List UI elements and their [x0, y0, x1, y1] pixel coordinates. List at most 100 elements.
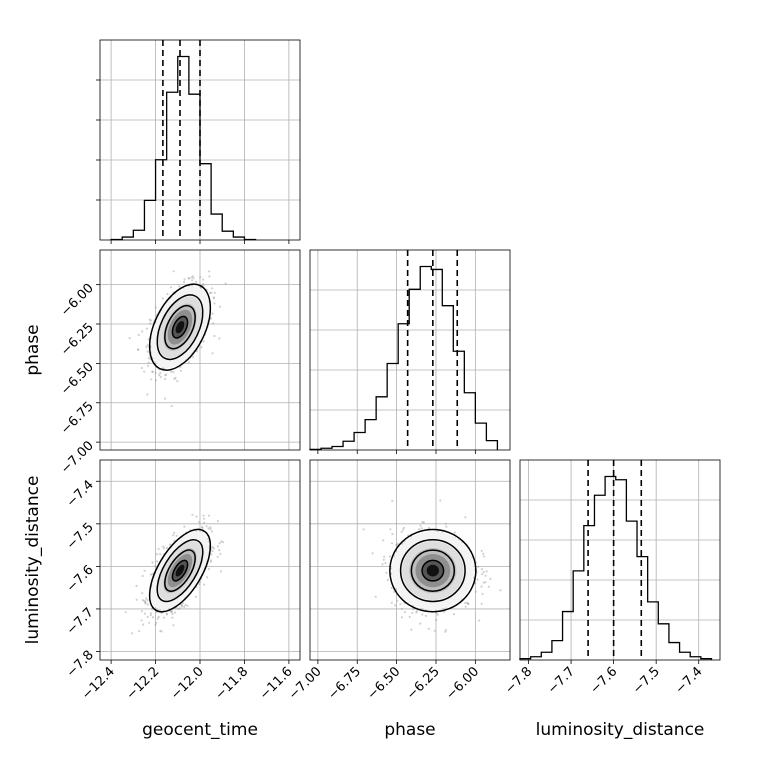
scatter-point: [147, 357, 150, 360]
scatter-point: [383, 555, 386, 558]
scatter-point: [141, 592, 144, 595]
scatter-point: [172, 534, 175, 537]
scatter-point: [150, 612, 153, 615]
scatter-point: [187, 361, 190, 364]
scatter-point: [149, 573, 152, 576]
scatter-point: [203, 517, 206, 520]
scatter-point: [191, 275, 194, 278]
scatter-point: [190, 276, 193, 279]
x-tick-label: −6.75: [325, 664, 364, 703]
scatter-point: [154, 379, 158, 382]
scatter-point: [191, 355, 195, 358]
scatter-point: [391, 532, 394, 536]
scatter-point: [481, 573, 484, 576]
scatter-point: [419, 622, 422, 625]
scatter-point: [135, 598, 138, 601]
contour-line: [148, 283, 212, 371]
scatter-point: [218, 337, 221, 340]
scatter-point: [219, 570, 222, 573]
scatter-point: [209, 528, 212, 531]
scatter-point: [170, 370, 173, 373]
scatter-point: [481, 592, 484, 596]
scatter-point: [202, 521, 206, 524]
scatter-point: [181, 602, 184, 605]
y-tick-label: −7.00: [58, 438, 97, 477]
scatter-point: [209, 291, 212, 294]
scatter-point: [209, 317, 212, 320]
scatter-point: [172, 624, 175, 627]
scatter-point: [444, 522, 447, 526]
scatter-point: [207, 514, 210, 517]
scatter-point: [171, 612, 174, 616]
scatter-point: [390, 601, 393, 604]
scatter-point: [175, 534, 178, 537]
x-tick-label: −11.8: [212, 664, 251, 703]
scatter-point: [152, 616, 155, 619]
scatter-point: [218, 542, 221, 545]
scatter-point: [150, 378, 153, 381]
scatter-point: [216, 545, 219, 548]
scatter-point: [485, 570, 488, 573]
scatter-point: [170, 404, 173, 408]
scatter-point: [180, 603, 183, 606]
scatter-point: [151, 370, 154, 373]
scatter-point: [141, 330, 144, 333]
scatter-panel-geocent_time-luminosity_distance: [99, 459, 301, 661]
scatter-point: [161, 367, 164, 370]
scatter-point: [164, 377, 167, 380]
scatter-point: [210, 530, 213, 533]
scatter-point: [155, 560, 159, 563]
contour-line: [389, 528, 477, 613]
x-tick-label: −7.7: [545, 664, 578, 697]
scatter-point: [191, 513, 194, 517]
scatter-point: [143, 599, 146, 602]
x-tick-label: −12.2: [124, 664, 163, 703]
histogram-luminosity_distance: [519, 475, 713, 660]
scatter-point: [374, 595, 377, 598]
scatter-point: [172, 270, 175, 273]
scatter-point: [213, 334, 216, 338]
scatter-point: [464, 601, 467, 605]
scatter-point: [149, 614, 152, 617]
x-tick-label: −7.6: [588, 664, 621, 697]
scatter-point: [156, 617, 159, 620]
contour-line: [156, 294, 204, 361]
x-tick-label: −6.00: [443, 664, 482, 703]
scatter-point: [157, 615, 160, 619]
scatter-point: [435, 611, 438, 615]
scatter-point: [162, 616, 165, 619]
scatter-point: [198, 521, 201, 524]
scatter-point: [400, 616, 403, 619]
scatter-point: [178, 607, 181, 610]
scatter-point: [154, 623, 157, 626]
scatter-point: [211, 287, 214, 290]
contour-line: [148, 528, 212, 613]
scatter-point: [439, 499, 442, 502]
scatter-point: [477, 565, 480, 568]
scatter-point: [173, 377, 176, 380]
scatter-point: [213, 302, 216, 305]
scatter-point: [435, 619, 438, 622]
scatter-point: [499, 589, 502, 592]
y-tick-label: −7.4: [64, 477, 97, 510]
x-tick-label: −7.4: [673, 664, 706, 697]
scatter-point: [192, 277, 195, 280]
scatter-point: [202, 278, 205, 281]
scatter-point: [219, 305, 222, 308]
scatter-point: [198, 583, 201, 586]
scatter-point: [146, 599, 149, 602]
scatter-point: [183, 606, 186, 609]
scatter-point: [482, 571, 485, 574]
scatter-point: [444, 629, 447, 632]
scatter-point: [163, 547, 166, 550]
scatter-point: [146, 615, 149, 619]
scatter-point: [371, 552, 374, 555]
scatter-point: [143, 569, 146, 572]
scatter-point: [124, 611, 127, 614]
scatter-point: [131, 632, 134, 635]
scatter-point: [381, 563, 384, 566]
scatter-point: [385, 571, 388, 575]
scatter-point: [428, 526, 431, 530]
scatter-point: [400, 530, 403, 534]
x-axis-label: geocent_time: [142, 720, 258, 740]
